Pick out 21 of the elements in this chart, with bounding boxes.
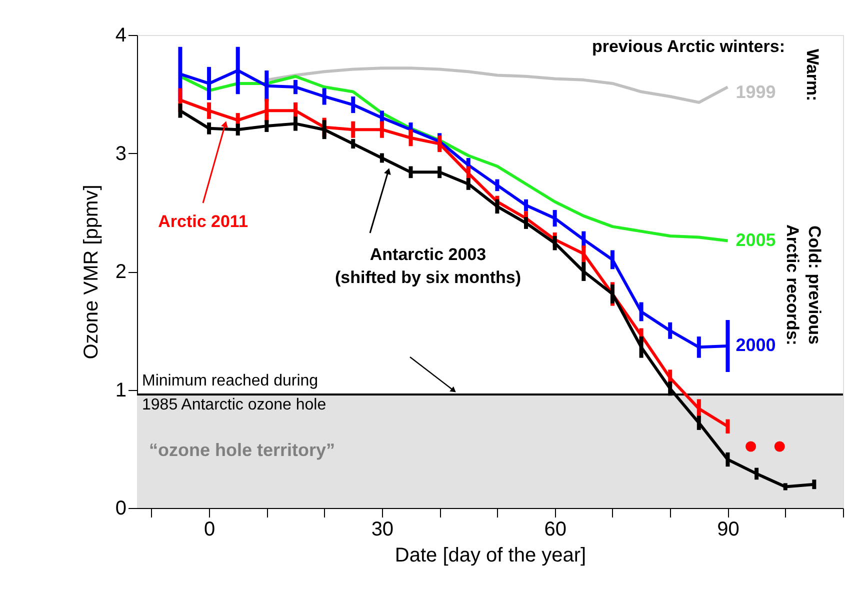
series-label: 2005 [736,230,776,250]
series-label: 1999 [736,82,776,102]
x-tick-label: 30 [371,518,394,540]
annotation: Cold: previous Arctic records: [783,224,824,346]
x-axis-title: Date [day of the year] [394,544,586,566]
annotation: Warm: [803,48,822,102]
ref-line-label: Minimum reached during 1985 Antarctic ozone hole [142,372,326,414]
y-axis-title: Ozone VMR [ppmv] [80,184,102,360]
series-label: 2000 [736,334,776,355]
x-tick-label: 90 [717,518,740,540]
y-tick-label: 4 [115,24,126,46]
y-tick-label: 2 [115,261,126,283]
annotation: previous Arctic winters: [592,37,785,56]
y-tick-label: 3 [115,142,126,165]
band-label: “ozone hole territory” [149,440,336,460]
text: Arctic 2011 [158,212,248,231]
y-tick-label: 0 [115,498,126,520]
x-tick-label: 0 [204,518,216,540]
y-tick-label: 1 [115,379,126,402]
series-label: Antarctic 2003 (shifted by six months) [334,245,522,287]
x-tick-label: 60 [544,518,566,540]
